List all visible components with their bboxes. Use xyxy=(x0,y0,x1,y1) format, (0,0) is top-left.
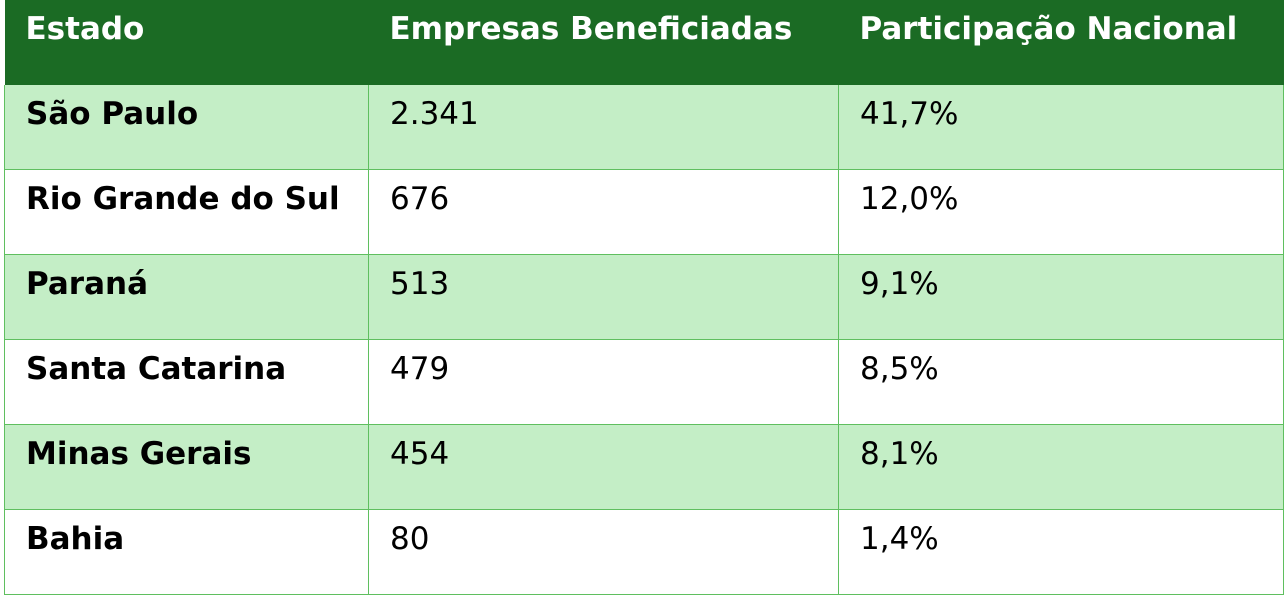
cell-companies: 676 xyxy=(368,169,839,255)
states-table: Estado Empresas Beneficiadas Participaçã… xyxy=(4,0,1284,595)
cell-companies: 513 xyxy=(368,254,839,340)
cell-companies: 454 xyxy=(368,424,839,510)
cell-state: Santa Catarina xyxy=(4,339,369,425)
table-header: Estado Empresas Beneficiadas Participaçã… xyxy=(4,0,1284,85)
cell-state: São Paulo xyxy=(4,85,369,170)
cell-companies: 2.341 xyxy=(368,85,839,170)
cell-companies: 479 xyxy=(368,339,839,425)
cell-share: 1,4% xyxy=(838,509,1284,595)
table-row: Minas Gerais 454 8,1% xyxy=(4,424,1284,510)
table-row: Bahia 80 1,4% xyxy=(4,509,1284,595)
cell-share: 8,5% xyxy=(838,339,1284,425)
cell-state: Minas Gerais xyxy=(4,424,369,510)
cell-share: 9,1% xyxy=(838,254,1284,340)
cell-share: 41,7% xyxy=(838,85,1284,170)
header-row: Estado Empresas Beneficiadas Participaçã… xyxy=(4,0,1284,85)
header-empresas-beneficiadas: Empresas Beneficiadas xyxy=(368,0,839,85)
header-estado: Estado xyxy=(4,0,369,85)
table-row: Santa Catarina 479 8,5% xyxy=(4,339,1284,425)
data-table-container: Estado Empresas Beneficiadas Participaçã… xyxy=(4,0,1284,595)
cell-companies: 80 xyxy=(368,509,839,595)
table-row: São Paulo 2.341 41,7% xyxy=(4,85,1284,170)
cell-share: 8,1% xyxy=(838,424,1284,510)
cell-state: Paraná xyxy=(4,254,369,340)
header-participacao-nacional: Participação Nacional xyxy=(838,0,1284,85)
table-body: São Paulo 2.341 41,7% Rio Grande do Sul … xyxy=(4,85,1284,595)
table-row: Rio Grande do Sul 676 12,0% xyxy=(4,169,1284,255)
cell-share: 12,0% xyxy=(838,169,1284,255)
cell-state: Bahia xyxy=(4,509,369,595)
table-row: Paraná 513 9,1% xyxy=(4,254,1284,340)
cell-state: Rio Grande do Sul xyxy=(4,169,369,255)
